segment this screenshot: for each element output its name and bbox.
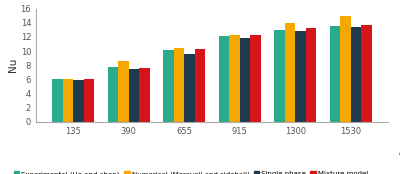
Legend: Experimental (Ho and chen), Numerical (Moraveji and sidehali), Single phase, Mix: Experimental (Ho and chen), Numerical (M… [11,168,371,174]
Bar [340,16,351,122]
Bar [274,30,285,122]
Y-axis label: Nu: Nu [8,58,18,72]
Bar [351,27,362,122]
Bar [330,26,340,122]
Bar [52,79,62,122]
Bar [118,61,129,122]
Bar [129,69,139,122]
Bar [174,48,184,122]
Bar [250,35,261,122]
Bar [163,50,174,122]
Bar [84,79,94,122]
Bar [229,34,240,122]
Bar [240,38,250,122]
Bar [62,79,73,122]
Bar [362,25,372,122]
Bar [139,68,150,122]
Text: Re: Re [398,147,400,157]
Bar [219,36,229,122]
Bar [73,80,84,122]
Bar [306,28,316,122]
Bar [195,49,205,122]
Bar [295,31,306,122]
Bar [184,54,195,122]
Bar [285,23,295,122]
Bar [108,67,118,122]
